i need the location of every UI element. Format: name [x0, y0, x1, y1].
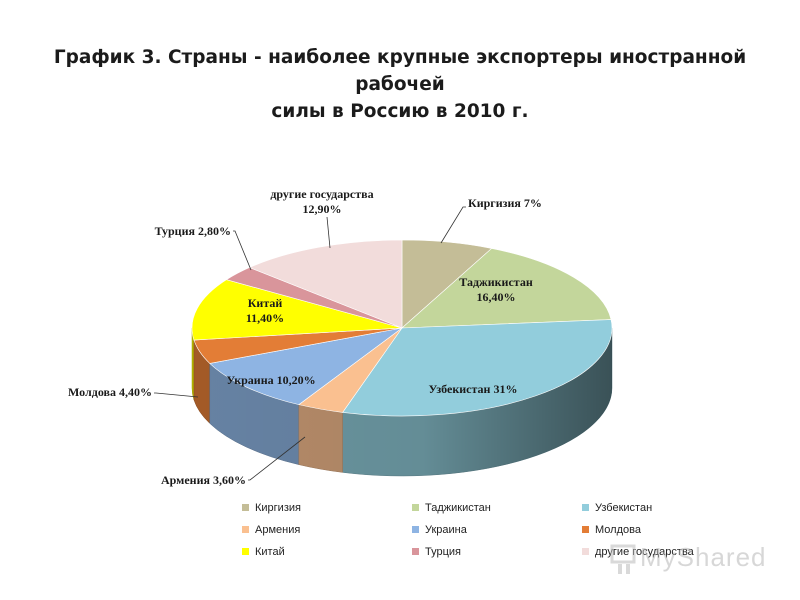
data-label-7: Турция 2,80%	[155, 224, 231, 238]
data-label-1-line-1: 16,40%	[477, 290, 516, 304]
legend-swatch	[412, 525, 419, 533]
legend-label: Украина	[425, 524, 467, 536]
pie-slice-1	[401, 248, 612, 329]
chart-title: График 3. Страны - наиболее крупные эксп…	[40, 44, 760, 125]
legend-item: Китай	[242, 544, 285, 560]
data-label-6-line-1: 11,40%	[246, 311, 284, 325]
data-label-2: Узбекистан 31%	[429, 382, 518, 396]
data-label-8-line-1: 12,90%	[303, 202, 342, 216]
data-label-0: Киргизия 7%	[468, 196, 542, 210]
legend-label: Молдова	[595, 524, 641, 536]
legend-swatch	[582, 547, 589, 555]
data-label-4: Украина 10,20%	[226, 373, 315, 387]
leader-line-8	[326, 216, 331, 249]
legend-label: Узбекистан	[595, 502, 653, 514]
legend-swatch	[242, 503, 249, 511]
data-label-3: Армения 3,60%	[161, 473, 246, 487]
leader-line-7	[233, 230, 252, 271]
chart-title-line-1: График 3. Страны - наиболее крупные эксп…	[53, 47, 747, 95]
legend-label: Турция	[425, 546, 461, 558]
legend-item: Киргизия	[242, 500, 301, 516]
pie-slice-8	[248, 239, 403, 329]
legend-item: Узбекистан	[582, 500, 652, 516]
data-label-4-line-0: Украина 10,20%	[226, 373, 315, 387]
data-label-2-line-0: Узбекистан 31%	[429, 382, 518, 396]
legend-swatch	[242, 547, 249, 555]
legend-label: другие государства	[595, 546, 694, 558]
data-label-5: Молдова 4,40%	[68, 385, 152, 399]
leader-line-0	[440, 206, 466, 244]
pie-slice-6	[191, 279, 403, 341]
legend-swatch	[242, 525, 249, 533]
data-label-1: Таджикистан 16,40%	[459, 275, 533, 304]
legend-swatch	[582, 525, 589, 533]
legend-item: Молдова	[582, 522, 641, 538]
pie-slice-2	[342, 319, 613, 417]
legend-swatch	[412, 503, 419, 511]
data-label-8-line-0: другие государства	[270, 187, 373, 201]
legend-swatch	[412, 547, 419, 555]
watermark-logo-icon	[610, 544, 636, 574]
data-label-6-line-0: Китай	[248, 296, 283, 310]
legend-label: Киргизия	[255, 502, 301, 514]
legend-label: Таджикистан	[425, 502, 491, 514]
leader-line-5	[154, 392, 199, 398]
pie-side-shading	[192, 328, 612, 476]
legend-item: Таджикистан	[412, 500, 491, 516]
legend-item: Армения	[242, 522, 300, 538]
watermark: MyShared	[608, 540, 766, 580]
data-label-1-line-0: Таджикистан	[459, 275, 533, 289]
leader-line-3	[248, 436, 306, 481]
chart-title-line-2: силы в Россию в 2010 г.	[271, 101, 529, 122]
data-label-5-line-0: Молдова 4,40%	[68, 385, 152, 399]
legend-label: Армения	[255, 524, 301, 536]
legend-item: другие государства	[582, 544, 694, 560]
pie-slice-4	[209, 327, 403, 405]
data-label-0-line-0: Киргизия 7%	[468, 196, 542, 210]
data-label-3-line-0: Армения 3,60%	[161, 473, 246, 487]
pie-side-walls	[191, 327, 613, 477]
legend-item: Турция	[412, 544, 461, 560]
legend-swatch	[582, 503, 589, 511]
data-label-8: другие государства 12,90%	[270, 187, 373, 216]
legend-label: Китай	[255, 546, 285, 558]
pie-data-labels: Киргизия 7% Таджикистан 16,40% Узбекистан 3…	[68, 187, 542, 487]
legend-item: Украина	[412, 522, 467, 538]
watermark-text: MyShared	[640, 542, 767, 572]
data-label-7-line-0: Турция 2,80%	[155, 224, 231, 238]
data-label-6: Китай 11,40%	[246, 296, 284, 325]
pie-top-faces	[191, 239, 613, 417]
